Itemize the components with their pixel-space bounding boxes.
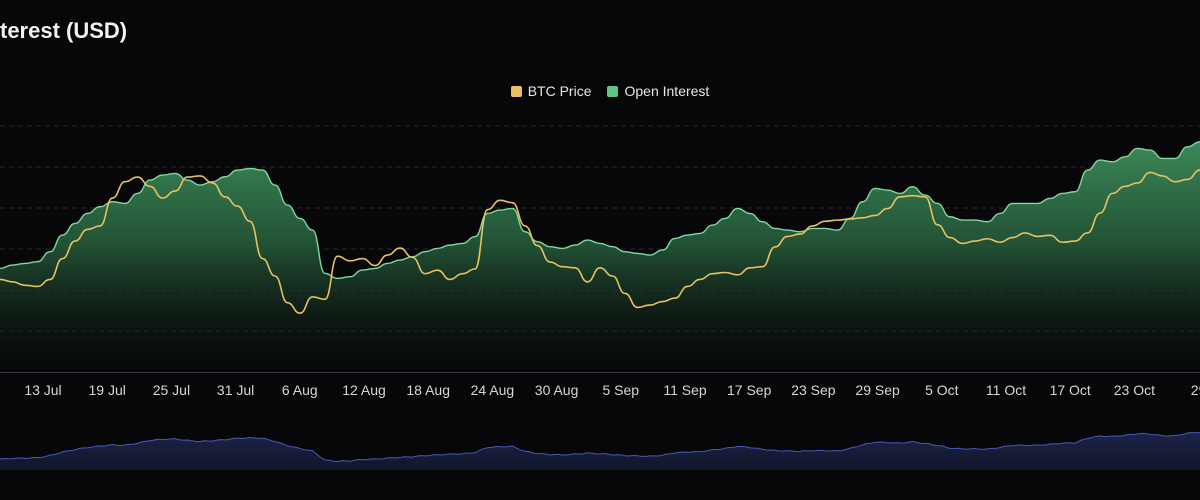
x-tick-label: 12 Aug (342, 382, 386, 398)
x-tick-label: 5 Sep (603, 382, 640, 398)
x-tick-label: 5 Oct (925, 382, 959, 398)
x-tick-label: 23 Sep (791, 382, 836, 398)
x-tick-label: 30 Aug (535, 382, 579, 398)
x-tick-label: 29 Sep (855, 382, 900, 398)
open-interest-line (0, 141, 1200, 280)
x-tick-label: 11 Sep (663, 382, 707, 398)
navigator[interactable] (0, 431, 1200, 470)
x-tick-label: 25 Jul (153, 382, 190, 398)
x-tick-label: 17 Oct (1050, 382, 1091, 398)
chart-legend: BTC Price Open Interest (0, 83, 1200, 99)
navigator-area (0, 432, 1200, 470)
x-tick-label: 17 Sep (727, 382, 772, 398)
navigator-line (0, 431, 1200, 462)
plot-area (0, 141, 1200, 370)
legend-item-open-interest[interactable]: Open Interest (607, 83, 709, 99)
legend-swatch-open-interest (607, 85, 619, 97)
legend-item-btc-price[interactable]: BTC Price (510, 83, 592, 99)
chart-title: terest (USD) (0, 18, 128, 43)
legend-label-open-interest: Open Interest (624, 83, 710, 99)
x-tick-label: 18 Aug (406, 382, 450, 398)
x-tick-label: 11 Oct (986, 382, 1026, 398)
legend-swatch-btc-price (510, 85, 522, 97)
x-tick-label: 29 (1191, 382, 1200, 398)
legend-label-btc-price: BTC Price (527, 83, 592, 99)
x-tick-label: 19 Jul (89, 382, 126, 398)
x-tick-label: 31 Jul (217, 382, 254, 398)
x-tick-label: 23 Oct (1114, 382, 1155, 398)
btc-price-line (0, 169, 1200, 315)
x-tick-label: 24 Aug (471, 382, 515, 398)
x-tick-label: 6 Aug (282, 382, 318, 398)
x-tick-label: 13 Jul (24, 382, 61, 398)
x-axis: 13 Jul 19 Jul 25 Jul 31 Jul 6 Aug 12 Aug 18 Au… (24, 382, 1200, 398)
